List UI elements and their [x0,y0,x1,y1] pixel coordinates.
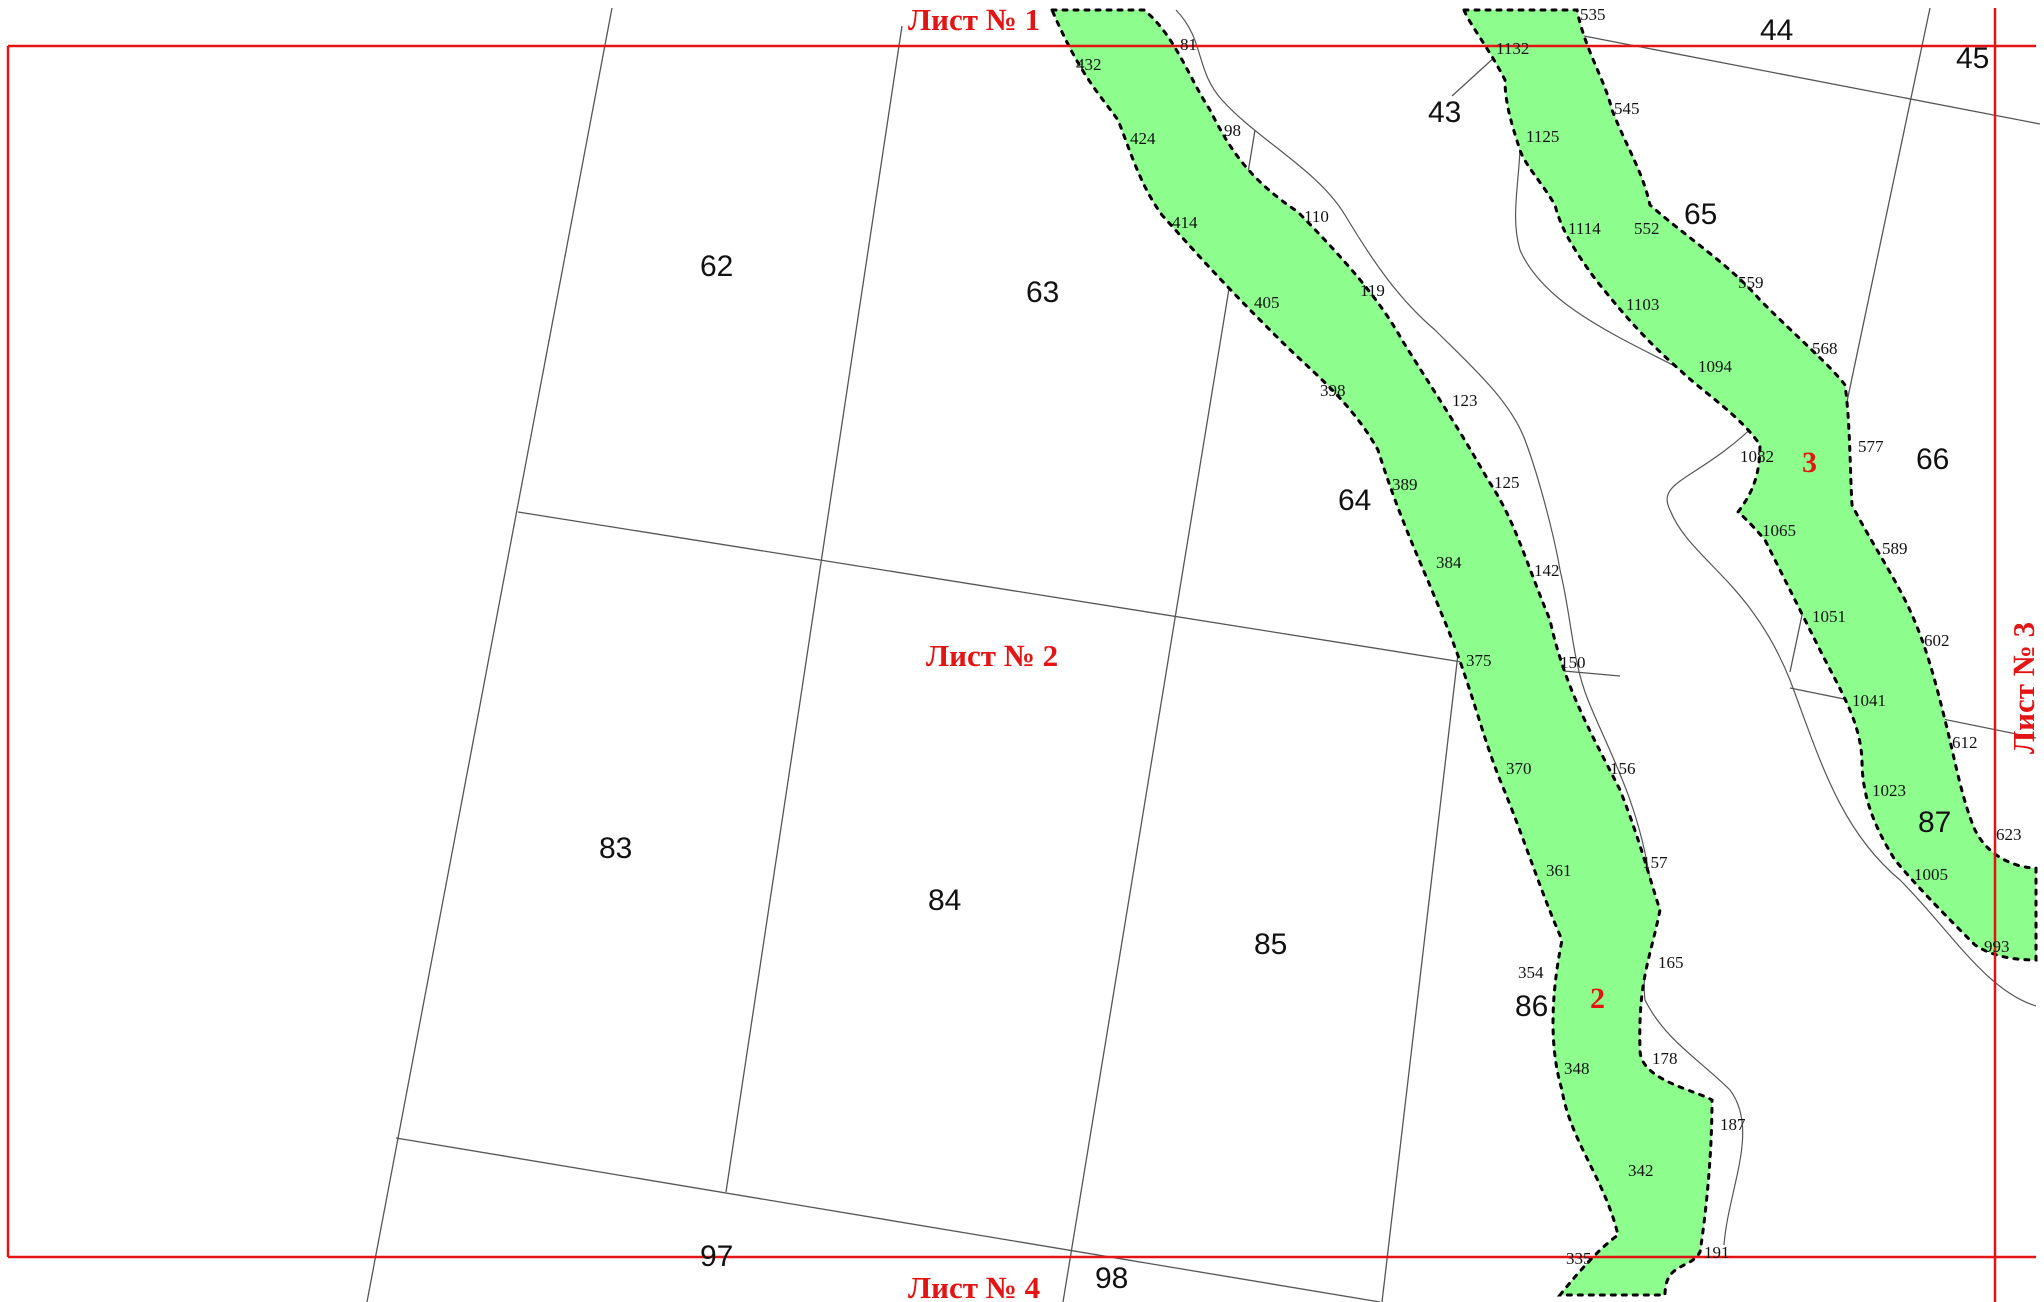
zone-label-2: 2 [1590,982,1605,1015]
parcel-labels: 62 63 64 43 44 45 65 66 83 84 85 86 87 9… [599,14,1989,1295]
vertex-label: 125 [1494,473,1520,492]
contour-line [1175,9,1744,1246]
vertex-label: 335 [1566,1249,1592,1268]
parcel-label: 83 [599,832,632,865]
strip-2 [1049,8,1714,1297]
parcel-label: 85 [1254,928,1287,961]
vertex-label: 398 [1320,381,1346,400]
vertex-label: 354 [1518,963,1544,982]
vertex-label: 187 [1720,1115,1746,1134]
vertex-label: 119 [1360,281,1385,300]
parcel-label: 86 [1515,990,1548,1023]
vertex-label: 1051 [1812,607,1846,626]
boundary-line [517,511,1463,663]
parcel-label: 87 [1918,806,1951,839]
parcel-label: 64 [1338,484,1371,517]
vertex-label: 1132 [1496,39,1529,58]
vertex-label: 1114 [1568,219,1601,238]
vertex-label: 348 [1564,1059,1590,1078]
vertex-label: 123 [1452,391,1478,410]
sheet-label-2[interactable]: Лист № 2 [926,638,1058,673]
parcel-label: 62 [700,250,733,283]
boundary-line [1062,129,1256,1302]
boundary-line [725,25,903,1193]
parcel-label: 44 [1760,14,1793,47]
sheet-borders [6,8,2036,1302]
vertex-label: 156 [1610,759,1636,778]
vertex-label: 1103 [1626,295,1659,314]
vertex-label: 1065 [1762,521,1796,540]
contour-outlines [1175,9,2037,1246]
vertex-label: 375 [1466,651,1492,670]
vertex-label: 370 [1506,759,1532,778]
vertex-label: 577 [1858,437,1884,456]
parcel-label: 98 [1095,1262,1128,1295]
vertex-label: 389 [1392,475,1418,494]
zone-label-3: 3 [1802,446,1817,479]
vertex-labels: 535 1132 545 1125 1114 552 559 1103 568 … [1076,5,2022,1268]
parcel-label: 66 [1916,443,1949,476]
vertex-label: 342 [1628,1161,1654,1180]
vertex-label: 545 [1614,99,1640,118]
vertex-label: 1094 [1698,357,1733,376]
parcel-label: 45 [1956,42,1989,75]
vertex-label: 552 [1634,219,1660,238]
sheet-label-3[interactable]: Лист № 3 [2006,622,2041,754]
vertex-label: 191 [1704,1243,1730,1262]
vertex-label: 414 [1172,213,1198,232]
vertex-label: 98 [1224,121,1241,140]
parcel-label: 43 [1428,96,1461,129]
vertex-label: 384 [1436,553,1462,572]
vertex-label: 535 [1580,5,1606,24]
vertex-label: 623 [1996,825,2022,844]
boundary-line [366,7,613,1302]
vertex-label: 1023 [1872,781,1906,800]
vertex-label: 559 [1738,273,1764,292]
vertex-label: 602 [1924,631,1950,650]
vertex-label: 612 [1952,733,1978,752]
vertex-label: 424 [1130,129,1156,148]
parcel-label: 97 [700,1240,733,1273]
vertex-label: 150 [1560,653,1586,672]
vertex-label: 142 [1534,561,1560,580]
vertex-label: 568 [1812,339,1838,358]
vertex-label: 361 [1546,861,1572,880]
parcel-label: 63 [1026,276,1059,309]
vertex-label: 157 [1642,853,1668,872]
parcel-label: 65 [1684,198,1717,231]
parcel-label: 84 [928,884,961,917]
vertex-label: 1125 [1526,127,1559,146]
sheet-label-1[interactable]: Лист № 1 [908,2,1040,37]
vertex-label: 110 [1304,207,1329,226]
vertex-label: 589 [1882,539,1908,558]
boundary-line [1381,619,1463,1302]
contour-line [1509,79,2037,1007]
vertex-label: 432 [1076,55,1102,74]
vertex-label: 81 [1180,35,1197,54]
vertex-label: 178 [1652,1049,1678,1068]
vertex-label: 993 [1984,937,2010,956]
strip-3 [1461,8,2038,962]
vertex-label: 1041 [1852,691,1886,710]
vertex-label: 1005 [1914,865,1948,884]
sheet-label-4[interactable]: Лист № 4 [908,1270,1040,1302]
vertex-label: 405 [1254,293,1280,312]
boundary-line [395,1137,1381,1302]
vertex-label: 165 [1658,953,1684,972]
vertex-label: 1082 [1740,447,1774,466]
